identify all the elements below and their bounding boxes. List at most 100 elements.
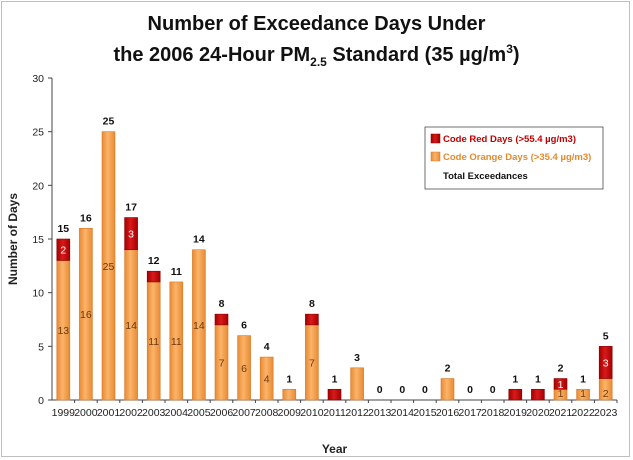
bar-code-red [531, 388, 545, 401]
legend-label-red: Code Red Days (>55.4 µg/m3) [443, 134, 576, 145]
x-tick-label: 1999 [52, 407, 76, 419]
total-label: 2 [558, 363, 564, 375]
total-label: 12 [148, 255, 160, 267]
bar-code-orange [259, 356, 274, 401]
bar-label-orange: 25 [103, 261, 115, 273]
bar-label-orange: 1 [580, 388, 586, 400]
y-tick-label: 20 [32, 180, 44, 192]
total-label: 8 [219, 298, 225, 310]
x-tick-label: 2011 [323, 407, 346, 419]
bar-label-orange: 4 [264, 374, 270, 386]
total-label: 1 [535, 373, 541, 385]
x-tick-label: 2017 [458, 407, 482, 419]
y-tick-label: 30 [32, 73, 44, 85]
x-tick-label: 2009 [278, 407, 302, 419]
x-tick-label: 2000 [74, 407, 98, 419]
x-tick-label: 2023 [594, 407, 618, 419]
title-superscript: 3 [506, 42, 513, 56]
total-label: 3 [354, 352, 360, 364]
legend-label-total: Total Exceedances [443, 171, 528, 182]
bar-code-orange [192, 249, 206, 401]
total-label: 0 [467, 384, 473, 396]
bar-code-red [553, 378, 568, 390]
total-label: 2 [445, 363, 451, 375]
x-tick-label: 2007 [232, 407, 256, 419]
x-tick-label: 2014 [391, 407, 415, 419]
bar-code-orange [440, 378, 455, 401]
total-label: 1 [332, 373, 338, 385]
y-axis-title: Number of Days [6, 193, 20, 285]
y-tick-label: 0 [38, 395, 44, 407]
legend-box [424, 126, 604, 190]
bar-code-orange [282, 388, 297, 401]
x-axis-title: Year [322, 442, 348, 456]
bar-code-orange [101, 131, 116, 401]
bar-code-red [214, 313, 229, 326]
x-tick-label: 2010 [300, 407, 324, 419]
bar-code-orange [169, 281, 184, 401]
total-label: 4 [264, 341, 270, 353]
bar-code-orange [237, 335, 251, 401]
x-tick-label: 2008 [255, 407, 279, 419]
bar-label-orange: 7 [219, 357, 225, 369]
bar-label-red: 3 [128, 229, 134, 241]
x-tick-label: 2002 [119, 407, 143, 419]
bar-label-orange: 11 [171, 336, 182, 348]
bar-label-orange: 14 [125, 320, 137, 332]
x-tick-label: 2012 [345, 407, 369, 419]
bar-code-red [598, 346, 613, 379]
chart-title-line1: Number of Exceedance Days Under [147, 13, 486, 35]
bar-label-orange: 1 [558, 388, 564, 400]
bar-code-red [508, 388, 523, 401]
bar-label-orange: 13 [57, 325, 69, 337]
chart-title-line2: the 2006 24-Hour PM2.5 Standard (35 µg/m… [0, 42, 633, 69]
bar-code-orange [350, 367, 364, 401]
x-tick-label: 2016 [436, 407, 460, 419]
x-tick-label: 2006 [210, 407, 234, 419]
total-label: 0 [399, 384, 405, 396]
y-tick-label: 25 [32, 127, 44, 139]
bar-label-red: 2 [60, 245, 66, 257]
y-tick-label: 10 [32, 288, 44, 300]
x-tick-label: 2022 [571, 407, 595, 419]
bar-code-orange [576, 388, 590, 401]
title-subscript: 2.5 [310, 55, 327, 69]
bar-label-orange: 2 [603, 388, 609, 400]
legend-swatch-red [430, 133, 441, 144]
total-label: 25 [103, 116, 115, 128]
bar-code-red [327, 388, 342, 401]
total-label: 8 [309, 298, 315, 310]
bar-code-red [305, 313, 319, 326]
total-label: 16 [80, 212, 92, 224]
total-label: 14 [193, 234, 205, 246]
total-label: 1 [512, 373, 518, 385]
title-part: the 2006 24-Hour PM [113, 44, 311, 66]
total-label: 0 [422, 384, 428, 396]
x-tick-label: 2001 [97, 407, 121, 419]
total-label: 0 [490, 384, 496, 396]
bar-label-orange: 6 [241, 363, 247, 375]
title-part: Standard (35 µg/m [326, 44, 507, 66]
bar-code-orange [79, 227, 93, 401]
bar-label-orange: 11 [148, 336, 159, 348]
total-label: 15 [57, 223, 69, 235]
total-label: 0 [377, 384, 383, 396]
bar-label-orange: 16 [80, 309, 92, 321]
x-tick-label: 2018 [481, 407, 505, 419]
title-part: ) [512, 44, 520, 66]
y-tick-label: 15 [32, 234, 44, 246]
x-tick-label: 2021 [549, 407, 573, 419]
total-label: 17 [125, 202, 137, 214]
x-tick-label: 2005 [187, 407, 211, 419]
bar-label-orange: 7 [309, 357, 315, 369]
x-tick-label: 2013 [368, 407, 392, 419]
bar-code-red [146, 270, 161, 283]
bar-label-red: 1 [558, 379, 564, 391]
y-tick-label: 5 [38, 341, 44, 353]
bar-code-red [56, 238, 71, 261]
x-tick-label: 2019 [504, 407, 528, 419]
bar-label-red: 3 [603, 357, 609, 369]
x-tick-label: 2015 [413, 407, 437, 419]
total-label: 6 [241, 320, 247, 332]
